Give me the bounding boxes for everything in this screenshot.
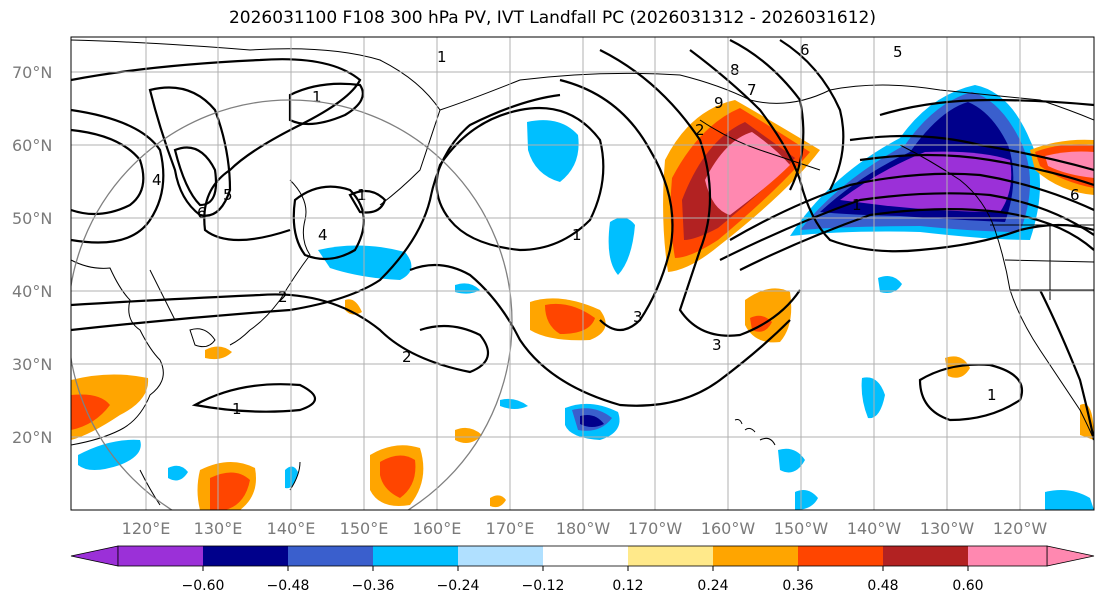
lat-label: 60°N — [12, 136, 52, 155]
colorbar-segment — [968, 546, 1047, 566]
shade-positive — [1045, 151, 1094, 178]
landfall-radius-circle — [71, 99, 513, 510]
shade-positive — [71, 374, 149, 440]
shade-positive — [745, 288, 792, 343]
contour-label: 6 — [800, 41, 810, 59]
contour-label: 1 — [852, 196, 862, 214]
contour-label: 8 — [730, 61, 740, 79]
shade-negative — [527, 120, 579, 182]
lat-label: 40°N — [12, 282, 52, 301]
lon-label: 150°W — [774, 519, 829, 538]
shade-positive — [490, 495, 506, 508]
contour-label: 5 — [223, 186, 233, 204]
colorbar-tick-label: 0.60 — [952, 578, 983, 594]
colorbar-segment — [628, 546, 713, 566]
longitude-labels: 120°E 130°E 140°E 150°E 160°E 170°E 180°… — [122, 519, 1048, 538]
colorbar-max-arrow — [1046, 545, 1095, 567]
contour-label: 6 — [197, 204, 207, 222]
colorbar-frame — [117, 545, 1048, 567]
colorbar-segment — [713, 546, 798, 566]
shade-positive — [71, 394, 110, 430]
lat-label: 30°N — [12, 355, 52, 374]
colorbar-segment — [288, 546, 373, 566]
contour-labels: 1 1 1 1 1 1 1 2 2 2 3 3 4 4 5 5 6 6 6 7 … — [152, 41, 1080, 418]
contour-label: 7 — [747, 81, 757, 99]
shade-negative — [1045, 490, 1094, 510]
shade-negative — [608, 217, 635, 275]
shade-negative — [861, 377, 885, 419]
lon-label: 180°W — [556, 519, 611, 538]
colorbar-segment — [118, 546, 203, 566]
colorbar-tick-label: 0.12 — [612, 578, 643, 594]
colorbar-segment — [798, 546, 883, 566]
shade-negative — [168, 465, 188, 481]
shade-negative — [778, 448, 805, 473]
lon-label: 140°E — [267, 519, 316, 538]
colorbar-tick-label: 0.36 — [782, 578, 813, 594]
lon-label: 120°W — [993, 519, 1048, 538]
colorbar-tick-label: −0.24 — [437, 578, 480, 594]
lon-label: 170°W — [628, 519, 683, 538]
shade-positive — [455, 427, 482, 444]
lat-label: 50°N — [12, 209, 52, 228]
contour-label: 1 — [987, 386, 997, 404]
contour-label: 1 — [312, 88, 322, 106]
colorbar-tick-label: 0.48 — [867, 578, 898, 594]
colorbar-segment — [543, 546, 628, 566]
shade-negative — [878, 276, 902, 293]
contour-label: 4 — [318, 226, 328, 244]
contour-label: 3 — [633, 308, 643, 326]
lat-label: 20°N — [12, 428, 52, 447]
map-frame — [70, 36, 1095, 511]
colorbar-min-arrow — [70, 545, 119, 567]
contour-label: 5 — [893, 43, 903, 61]
contour-label: 1 — [572, 226, 582, 244]
lon-label: 130°E — [194, 519, 243, 538]
colorbar-tick-label: −0.48 — [267, 578, 310, 594]
contour-label: 4 — [152, 171, 162, 189]
colorbar-tick-label: −0.60 — [182, 578, 225, 594]
lon-label: 140°W — [847, 519, 902, 538]
contour-label: 2 — [695, 121, 705, 139]
contour-label: 1 — [232, 400, 242, 418]
colorbar-segment — [883, 546, 968, 566]
page-title: 2026031100 F108 300 hPa PV, IVT Landfall… — [228, 8, 876, 28]
shade-positive — [380, 455, 416, 498]
lon-label: 160°E — [413, 519, 462, 538]
shade-negative — [500, 398, 528, 409]
contour-label: 1 — [437, 48, 447, 66]
contour-label: 1 — [357, 186, 367, 204]
lon-label: 170°E — [486, 519, 535, 538]
colorbar-segment — [458, 546, 543, 566]
gridlines — [71, 37, 1094, 510]
latitude-labels: 70°N 60°N 50°N 40°N 30°N 20°N — [12, 63, 52, 447]
lon-label: 120°E — [122, 519, 171, 538]
colorbar-tick-label: −0.12 — [522, 578, 565, 594]
colorbar-segment — [373, 546, 458, 566]
lon-label: 160°W — [701, 519, 756, 538]
contour-label: 9 — [714, 94, 724, 112]
shade-positive — [210, 472, 250, 510]
contour-label: 2 — [278, 288, 288, 306]
colorbar-segment — [203, 546, 288, 566]
colorbar: −0.60 −0.48 −0.36 −0.24 −0.12 0.12 0.24 0.36 0.4… — [70, 545, 1095, 594]
colorbar-tick-label: 0.24 — [697, 578, 728, 594]
lon-label: 130°W — [920, 519, 975, 538]
shade-negative — [78, 439, 141, 470]
contour-label: 6 — [1070, 186, 1080, 204]
colorbar-tick-label: −0.36 — [352, 578, 395, 594]
contour-label: 3 — [712, 336, 722, 354]
shade-negative — [580, 415, 604, 427]
lon-label: 150°E — [340, 519, 389, 538]
lat-label: 70°N — [12, 63, 52, 82]
contour-label: 2 — [402, 348, 412, 366]
